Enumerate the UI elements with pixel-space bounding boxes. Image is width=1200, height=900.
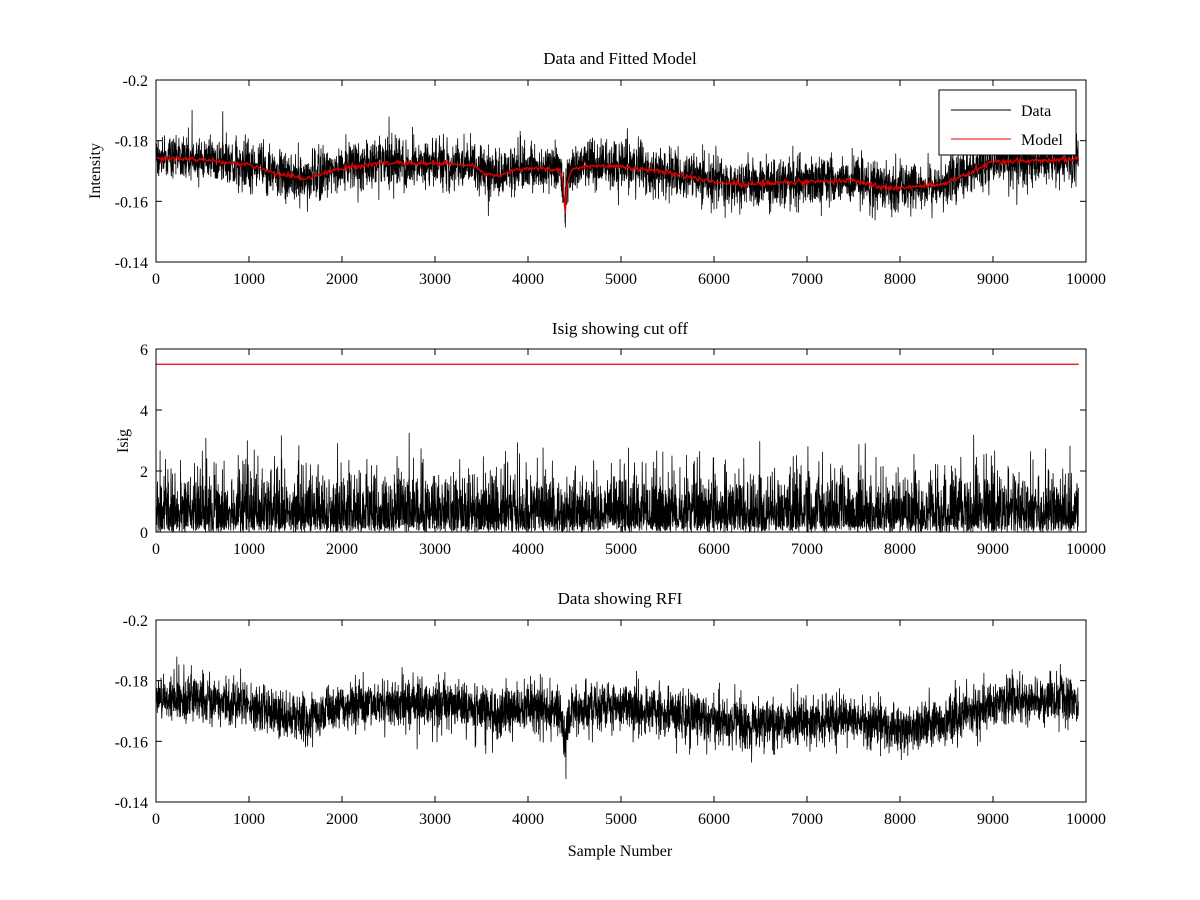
x-tick-label: 2000 <box>326 271 358 288</box>
legend: Data Model <box>938 89 1077 156</box>
x-tick-label: 7000 <box>791 541 823 558</box>
x-tick-label: 1000 <box>233 541 265 558</box>
x-tick-label: 9000 <box>977 271 1009 288</box>
panel-3-xlabel: Sample Number <box>568 843 673 860</box>
x-tick-label: 7000 <box>791 811 823 828</box>
y-tick-label: -0.16 <box>115 734 148 751</box>
x-tick-label: 10000 <box>1066 271 1106 288</box>
isig-series-line <box>155 432 1079 534</box>
panel-data-rfi: Data showing RFI Sample Number 0 1000 2000… <box>115 589 1106 860</box>
y-tick-label: 6 <box>140 342 148 359</box>
x-tick-label: 5000 <box>605 811 637 828</box>
y-tick-label: -0.2 <box>123 73 148 90</box>
x-tick-label: 5000 <box>605 541 637 558</box>
x-tick-label: 6000 <box>698 541 730 558</box>
y-tick-label: -0.14 <box>115 255 148 272</box>
x-tick-label: 7000 <box>791 271 823 288</box>
x-tick-label: 4000 <box>512 811 544 828</box>
y-tick-label: 4 <box>140 403 148 420</box>
y-tick-label: -0.16 <box>115 194 148 211</box>
x-tick-label: 4000 <box>512 271 544 288</box>
panel-1-plot-area <box>155 109 1079 228</box>
panel-2-frame <box>155 348 1087 533</box>
data-series-line <box>155 109 1079 228</box>
panel-3-frame <box>155 619 1087 803</box>
panel-1-ylabel: Intensity <box>87 143 104 199</box>
x-tick-label: 8000 <box>884 271 916 288</box>
y-tick-label: 0 <box>140 525 148 542</box>
x-tick-label: 1000 <box>233 811 265 828</box>
x-tick-label: 8000 <box>884 811 916 828</box>
panel-isig-cutoff: Isig showing cut off Isig 0 1000 2000 3000 4… <box>115 319 1106 558</box>
data-series-line <box>155 656 1079 780</box>
x-tick-label: 0 <box>152 271 160 288</box>
y-tick-label: 2 <box>140 464 148 481</box>
x-tick-label: 0 <box>152 811 160 828</box>
panel-2-ticks: 0 1000 2000 3000 4000 5000 6000 7000 8000 9000 100… <box>140 342 1106 558</box>
panel-1-frame <box>155 79 1087 263</box>
y-tick-label: -0.14 <box>115 795 148 812</box>
x-tick-label: 9000 <box>977 541 1009 558</box>
x-tick-label: 10000 <box>1066 541 1106 558</box>
panel-2-plot-area <box>155 363 1079 534</box>
x-tick-label: 1000 <box>233 271 265 288</box>
panel-1-ticks: 0 1000 2000 3000 4000 5000 6000 7000 8000 9000 100… <box>115 73 1106 288</box>
x-tick-label: 2000 <box>326 541 358 558</box>
x-tick-label: 3000 <box>419 271 451 288</box>
panel-3-ticks: 0 1000 2000 3000 4000 5000 6000 7000 8000 9000 100… <box>115 613 1106 828</box>
x-tick-label: 8000 <box>884 541 916 558</box>
legend-model-label: Model <box>1021 132 1063 149</box>
x-tick-label: 5000 <box>605 271 637 288</box>
x-tick-label: 6000 <box>698 271 730 288</box>
x-tick-label: 0 <box>152 541 160 558</box>
x-tick-label: 4000 <box>512 541 544 558</box>
panel-3-title: Data showing RFI <box>558 589 683 608</box>
x-tick-label: 3000 <box>419 811 451 828</box>
panel-2-ylabel: Isig <box>115 429 132 453</box>
x-tick-label: 9000 <box>977 811 1009 828</box>
panel-data-fitted-model: Data and Fitted Model Intensity 0 1000 200… <box>87 49 1106 288</box>
panel-3-plot-area <box>155 656 1079 780</box>
legend-data-label: Data <box>1021 103 1051 120</box>
x-tick-label: 3000 <box>419 541 451 558</box>
y-tick-label: -0.18 <box>115 674 148 691</box>
y-tick-label: -0.18 <box>115 134 148 151</box>
panel-2-title: Isig showing cut off <box>552 319 688 338</box>
x-tick-label: 2000 <box>326 811 358 828</box>
x-tick-label: 6000 <box>698 811 730 828</box>
model-series-line <box>155 154 1079 214</box>
y-tick-label: -0.2 <box>123 613 148 630</box>
x-tick-label: 10000 <box>1066 811 1106 828</box>
legend-box <box>938 89 1077 156</box>
panel-1-title: Data and Fitted Model <box>543 49 697 68</box>
